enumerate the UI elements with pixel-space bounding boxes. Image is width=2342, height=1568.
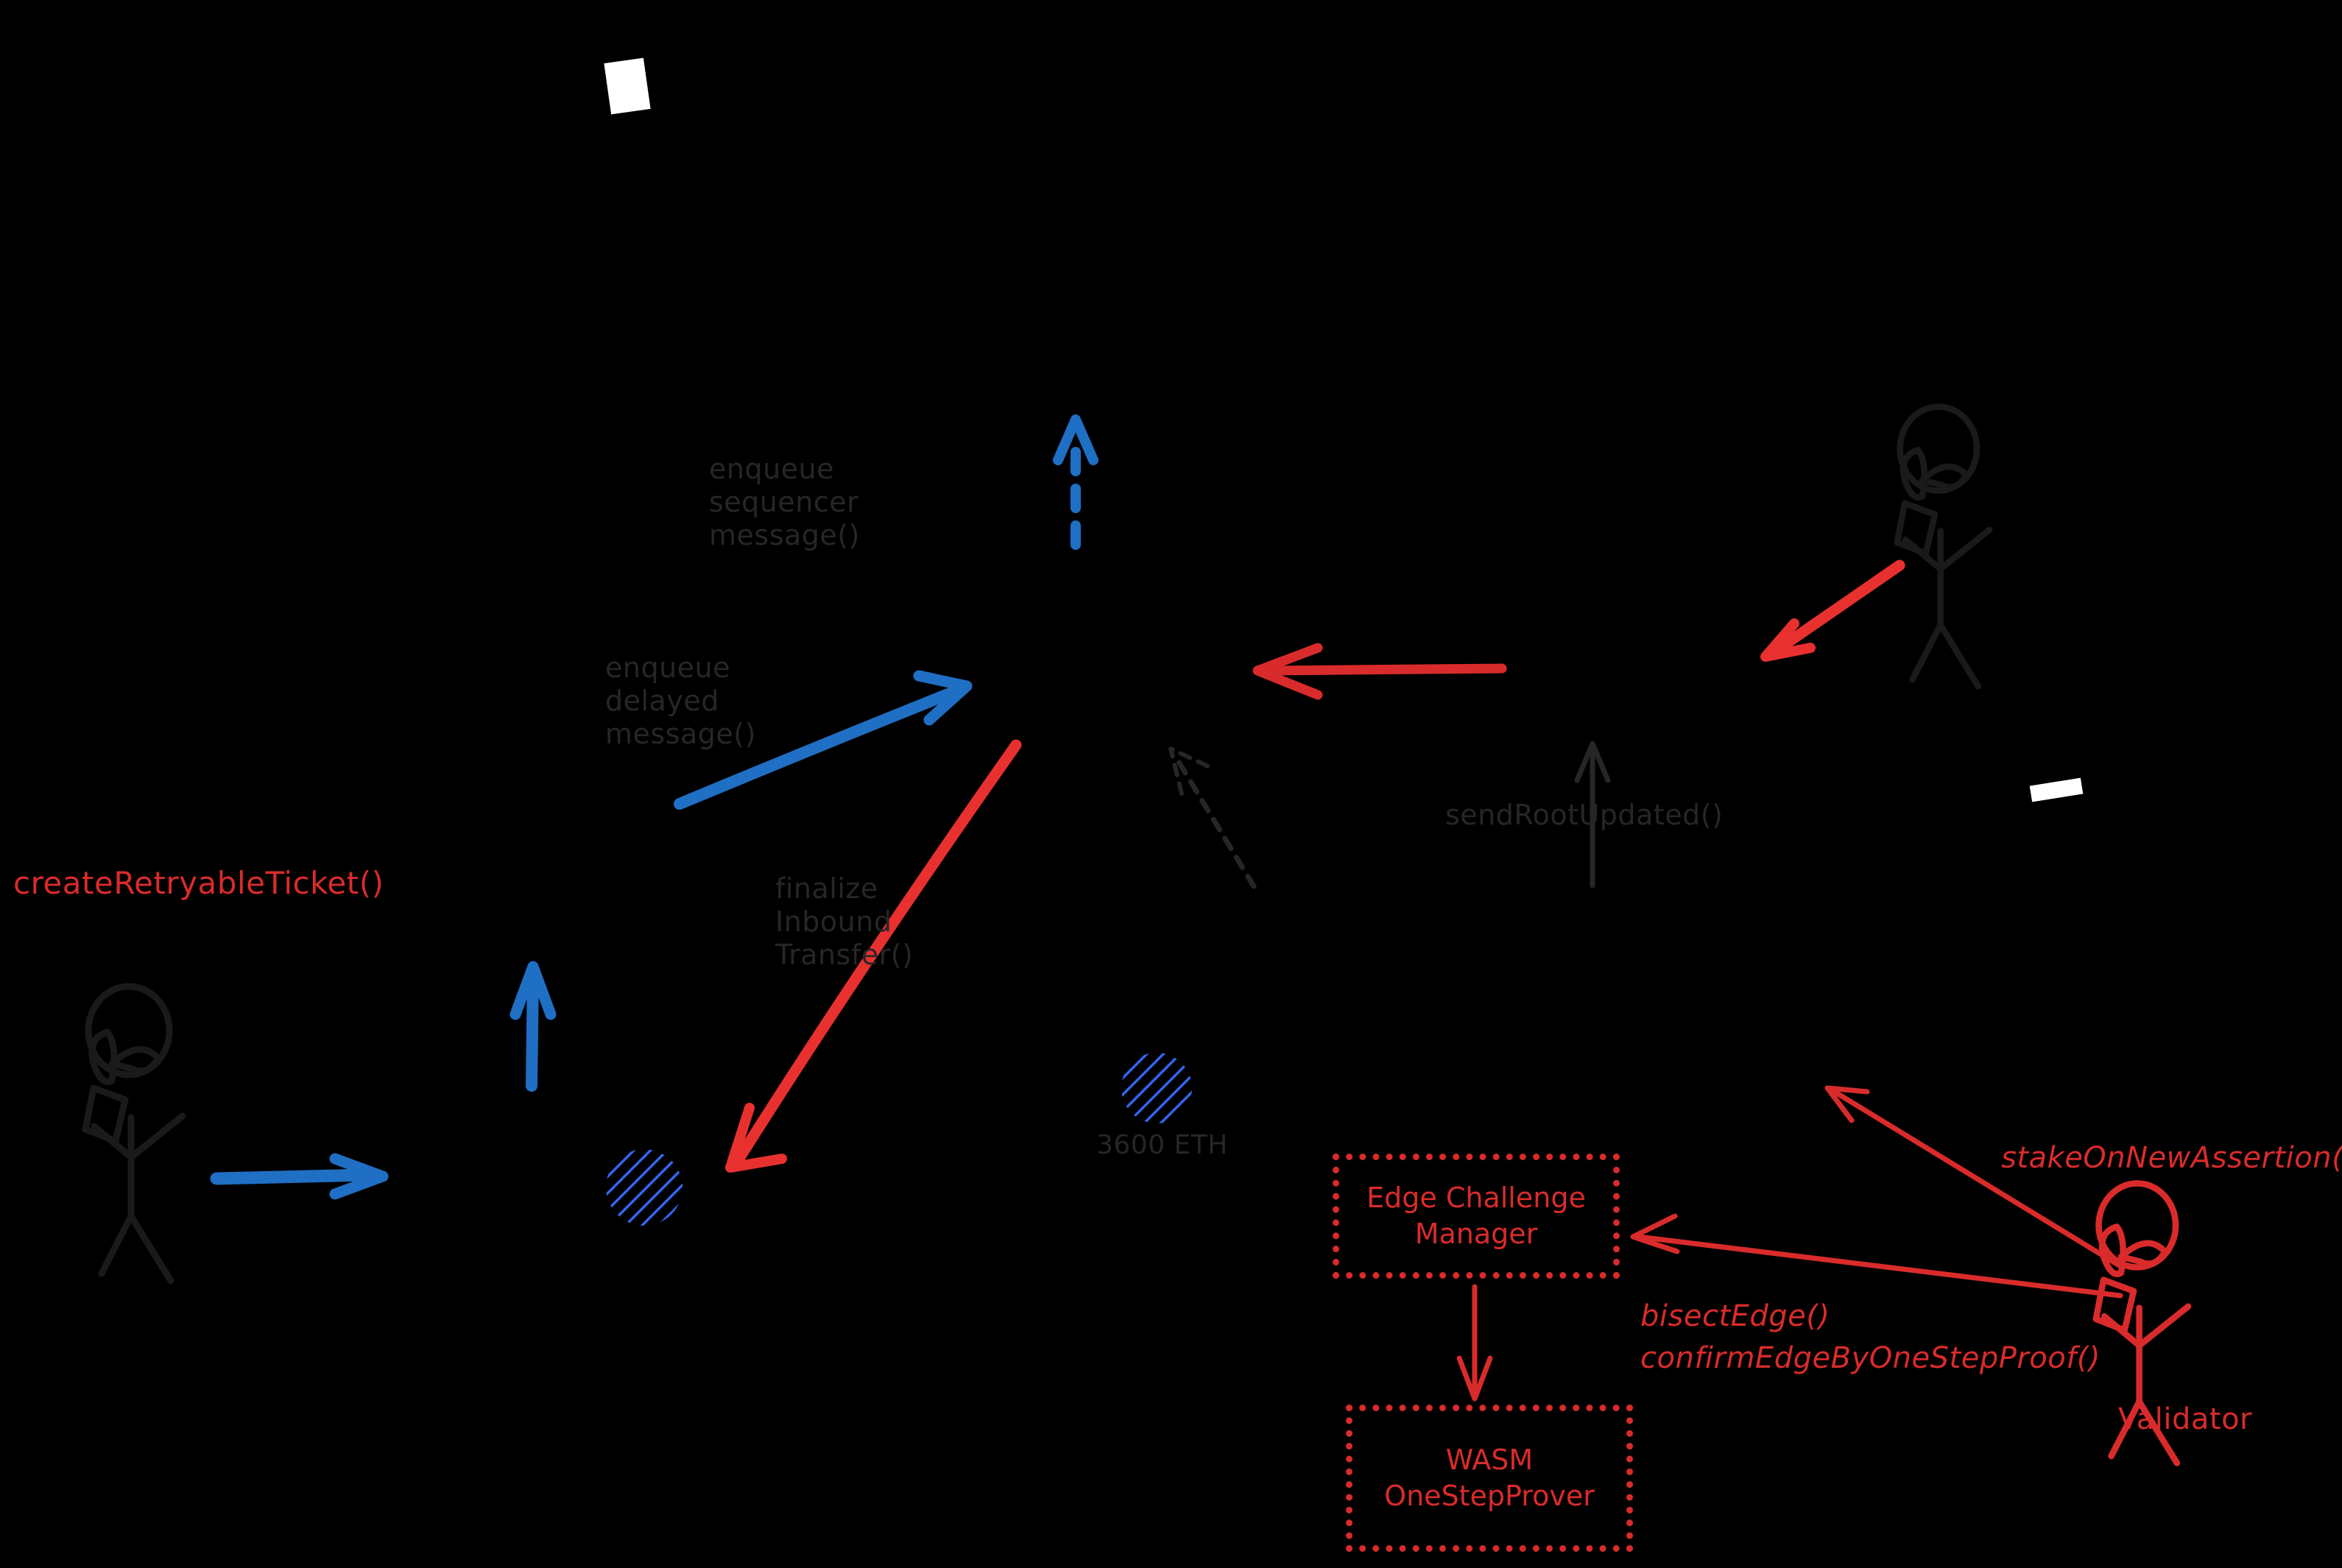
arrow-rollup-left	[1252, 643, 1507, 700]
white-dash-right	[2029, 777, 2084, 802]
arrow-validator-bisect	[1630, 1213, 2123, 1299]
label-stake-on-new-assertion: stakeOnNewAssertion()	[2001, 1141, 2342, 1175]
label-bisect-edge: bisectEdge()	[1640, 1299, 1830, 1333]
label-confirm-edge-by-one-step-proof: confirmEdgeByOneStepProof()	[1640, 1341, 2101, 1375]
arrow-bridge-up	[509, 961, 557, 1092]
label-enqueue-sequencer-message: enqueue sequencer message()	[709, 453, 860, 551]
label-create-retryable-ticket: createRetryableTicket()	[13, 865, 384, 901]
label-validator: Validator	[2118, 1402, 2252, 1436]
box-wasm-one-step-prover[interactable]: WASM OneStepProver	[1346, 1405, 1633, 1552]
box-edge-challenge-manager-label: Edge Challenge Manager	[1366, 1181, 1586, 1250]
label-eth-amount: 3600 ETH	[1096, 1130, 1228, 1160]
arrow-outbox-dashed	[1168, 746, 1257, 889]
arrow-topright-user-in	[1760, 559, 1905, 662]
label-enqueue-delayed-message: enqueue delayed message()	[605, 651, 756, 750]
box-edge-challenge-manager[interactable]: Edge Challenge Manager	[1333, 1154, 1620, 1279]
label-finalize-inbound-transfer: finalize Inbound Transfer()	[775, 872, 914, 971]
label-send-root-updated: sendRootUpdated()	[1445, 799, 1724, 831]
arrow-sequencer-dashed-up	[1053, 414, 1098, 550]
user-figure-top-right	[1894, 403, 1993, 690]
white-note-top-left	[604, 57, 651, 115]
arrow-ecm-to-osp	[1456, 1284, 1493, 1402]
box-wasm-one-step-prover-label: WASM OneStepProver	[1384, 1443, 1595, 1512]
arrow-user-to-bridge	[210, 1153, 389, 1200]
user-figure-left	[82, 983, 186, 1285]
arrow-validator-stake	[1824, 1085, 2123, 1269]
eth-coin-left	[606, 1149, 683, 1226]
eth-coin-center	[1121, 1053, 1192, 1123]
